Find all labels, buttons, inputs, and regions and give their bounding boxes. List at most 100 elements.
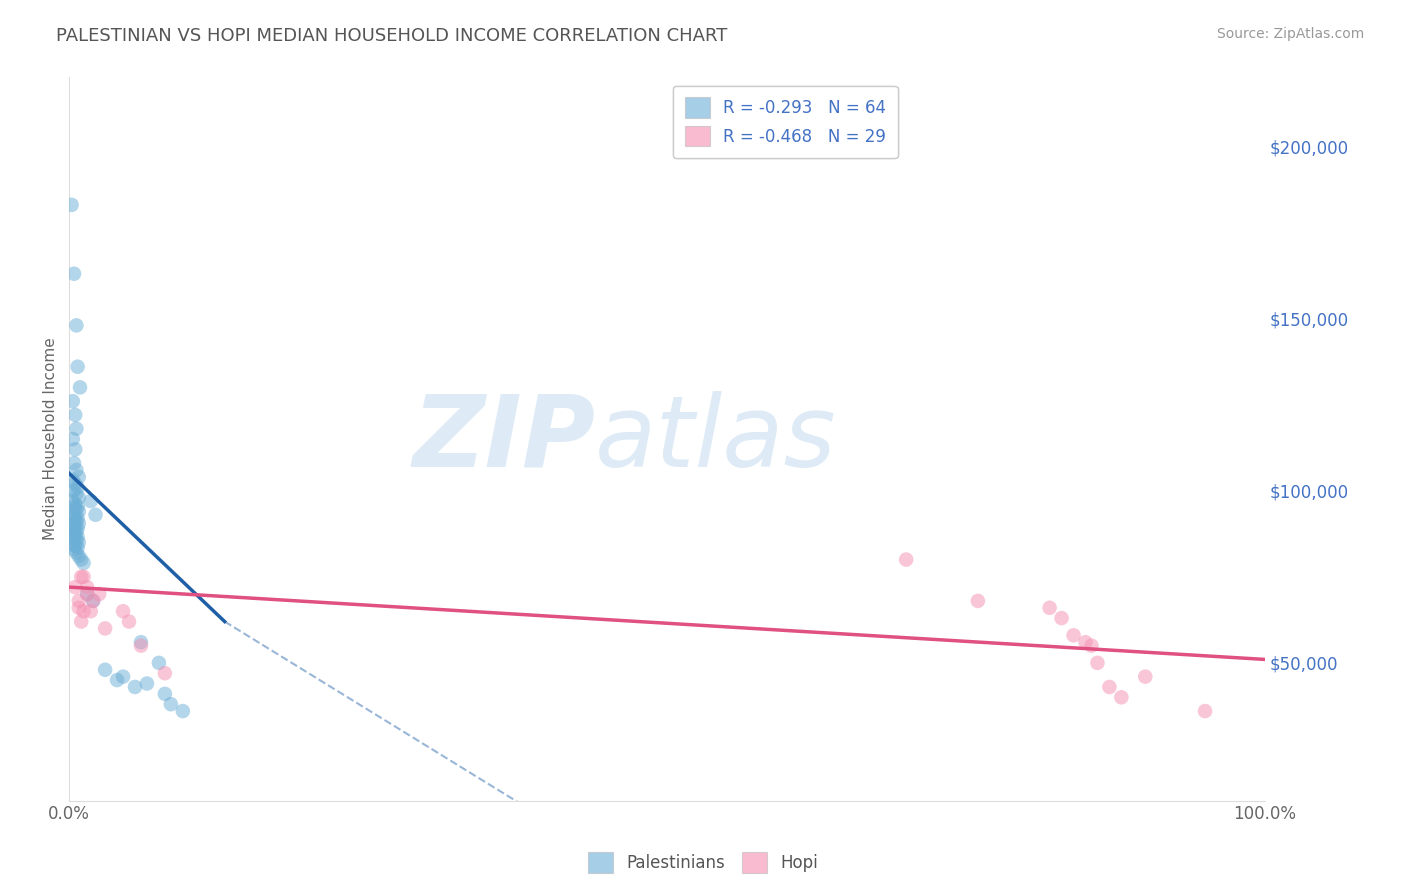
Point xyxy=(148,656,170,670)
Point xyxy=(76,587,98,601)
Text: ZIP: ZIP xyxy=(412,391,595,488)
Point xyxy=(80,494,103,508)
Point xyxy=(105,673,128,687)
Point xyxy=(72,556,94,570)
Point xyxy=(62,518,84,533)
Point xyxy=(66,499,89,513)
Point xyxy=(66,480,89,494)
Point xyxy=(65,515,87,529)
Point xyxy=(65,502,87,516)
Point xyxy=(63,539,86,553)
Point xyxy=(65,422,87,436)
Point xyxy=(66,530,89,544)
Point xyxy=(65,487,87,501)
Point xyxy=(94,663,117,677)
Point xyxy=(67,516,90,531)
Point xyxy=(63,532,86,546)
Point xyxy=(63,456,86,470)
Point xyxy=(82,594,104,608)
Point xyxy=(1135,670,1157,684)
Point xyxy=(124,680,146,694)
Point xyxy=(76,587,98,601)
Point xyxy=(1087,656,1109,670)
Point xyxy=(62,526,84,541)
Point xyxy=(63,500,86,515)
Point xyxy=(153,666,176,681)
Point xyxy=(1080,639,1102,653)
Point xyxy=(63,498,86,512)
Point xyxy=(63,542,86,557)
Point xyxy=(67,535,90,549)
Point xyxy=(62,394,84,409)
Point xyxy=(63,528,86,542)
Point xyxy=(70,552,93,566)
Point xyxy=(63,509,86,524)
Point xyxy=(69,380,91,394)
Point xyxy=(82,594,104,608)
Text: atlas: atlas xyxy=(595,391,837,488)
Point xyxy=(62,432,84,446)
Point xyxy=(1111,690,1133,705)
Point xyxy=(60,198,83,212)
Text: Source: ZipAtlas.com: Source: ZipAtlas.com xyxy=(1216,27,1364,41)
Point xyxy=(70,570,93,584)
Point xyxy=(67,491,90,505)
Point xyxy=(1194,704,1216,718)
Point xyxy=(80,604,103,618)
Point xyxy=(62,508,84,522)
Point xyxy=(87,587,110,601)
Point xyxy=(63,513,86,527)
Point xyxy=(172,704,194,718)
Point xyxy=(112,670,135,684)
Point xyxy=(63,580,86,594)
Point xyxy=(65,318,87,333)
Point xyxy=(70,615,93,629)
Point xyxy=(76,580,98,594)
Point xyxy=(72,604,94,618)
Point xyxy=(66,511,89,525)
Point xyxy=(65,463,87,477)
Point xyxy=(63,483,86,498)
Point xyxy=(66,541,89,555)
Point xyxy=(62,494,84,508)
Point xyxy=(84,508,107,522)
Y-axis label: Median Household Income: Median Household Income xyxy=(44,338,58,541)
Point xyxy=(894,552,917,566)
Point xyxy=(63,476,86,491)
Point xyxy=(63,520,86,534)
Point xyxy=(63,523,86,537)
Point xyxy=(1098,680,1121,694)
Point xyxy=(160,697,183,711)
Point xyxy=(63,442,86,457)
Point xyxy=(66,522,89,536)
Legend: Palestinians, Hopi: Palestinians, Hopi xyxy=(582,846,824,880)
Legend: R = -0.293   N = 64, R = -0.468   N = 29: R = -0.293 N = 64, R = -0.468 N = 29 xyxy=(673,86,898,158)
Point xyxy=(1063,628,1085,642)
Point xyxy=(129,639,152,653)
Point xyxy=(67,600,90,615)
Point xyxy=(67,549,90,563)
Point xyxy=(66,359,89,374)
Point xyxy=(65,533,87,548)
Point xyxy=(67,594,90,608)
Point xyxy=(62,474,84,488)
Point xyxy=(62,537,84,551)
Point xyxy=(1074,635,1097,649)
Point xyxy=(65,524,87,539)
Point xyxy=(67,504,90,518)
Point xyxy=(153,687,176,701)
Point xyxy=(118,615,141,629)
Point xyxy=(129,635,152,649)
Point xyxy=(136,676,159,690)
Point xyxy=(112,604,135,618)
Point xyxy=(94,622,117,636)
Point xyxy=(72,570,94,584)
Point xyxy=(67,470,90,484)
Point xyxy=(65,546,87,560)
Point xyxy=(63,267,86,281)
Point xyxy=(1050,611,1073,625)
Point xyxy=(1039,600,1062,615)
Text: PALESTINIAN VS HOPI MEDIAN HOUSEHOLD INCOME CORRELATION CHART: PALESTINIAN VS HOPI MEDIAN HOUSEHOLD INC… xyxy=(56,27,728,45)
Point xyxy=(63,408,86,422)
Point xyxy=(967,594,990,608)
